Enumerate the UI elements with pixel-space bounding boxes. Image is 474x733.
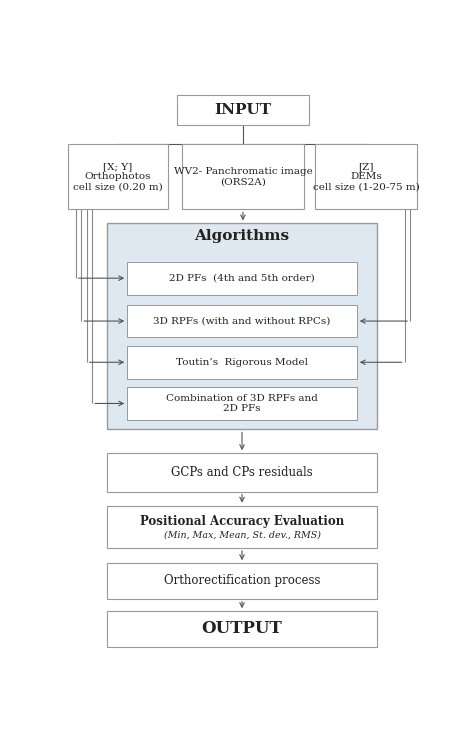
FancyBboxPatch shape <box>127 305 357 337</box>
Text: OUTPUT: OUTPUT <box>201 620 283 638</box>
Text: Positional Accuracy Evaluation: Positional Accuracy Evaluation <box>140 515 344 528</box>
FancyBboxPatch shape <box>182 144 303 210</box>
Text: [X; Y]
Orthophotos
cell size (0.20 m): [X; Y] Orthophotos cell size (0.20 m) <box>73 162 163 192</box>
Text: Combination of 3D RPFs and
2D PFs: Combination of 3D RPFs and 2D PFs <box>166 394 318 413</box>
FancyBboxPatch shape <box>107 611 377 647</box>
FancyBboxPatch shape <box>127 262 357 295</box>
FancyBboxPatch shape <box>107 563 377 599</box>
FancyBboxPatch shape <box>127 387 357 420</box>
Text: Algorithms: Algorithms <box>194 229 290 243</box>
FancyBboxPatch shape <box>177 95 309 125</box>
FancyBboxPatch shape <box>107 453 377 492</box>
FancyBboxPatch shape <box>107 506 377 548</box>
Text: WV2- Panchromatic image
(ORS2A): WV2- Panchromatic image (ORS2A) <box>173 167 312 187</box>
Text: GCPs and CPs residuals: GCPs and CPs residuals <box>171 466 313 479</box>
FancyBboxPatch shape <box>107 224 377 430</box>
FancyBboxPatch shape <box>315 144 418 210</box>
Text: 2D PFs  (4th and 5th order): 2D PFs (4th and 5th order) <box>169 273 315 283</box>
FancyBboxPatch shape <box>127 346 357 379</box>
Text: 3D RPFs (with and without RPCs): 3D RPFs (with and without RPCs) <box>153 317 331 325</box>
Text: INPUT: INPUT <box>214 103 272 117</box>
Text: Orthorectification process: Orthorectification process <box>164 575 320 587</box>
Text: (Min, Max, Mean, St. dev., RMS): (Min, Max, Mean, St. dev., RMS) <box>164 531 320 539</box>
Text: [Z]
DEMs
cell size (1-20-75 m): [Z] DEMs cell size (1-20-75 m) <box>313 162 419 192</box>
Text: Toutin’s  Rigorous Model: Toutin’s Rigorous Model <box>176 358 308 366</box>
FancyBboxPatch shape <box>68 144 168 210</box>
